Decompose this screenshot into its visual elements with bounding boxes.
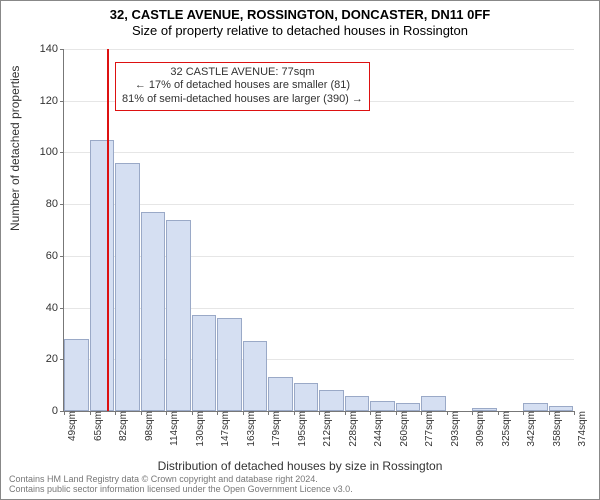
histogram-bar [90,140,115,412]
page-title-line1: 32, CASTLE AVENUE, ROSSINGTON, DONCASTER… [1,7,599,22]
histogram-bar [421,396,446,412]
footer-line1: Contains HM Land Registry data © Crown c… [9,474,318,484]
page-title-line2: Size of property relative to detached ho… [1,23,599,38]
footer-attribution: Contains HM Land Registry data © Crown c… [9,475,591,495]
histogram-bar [243,341,268,411]
xtick-label: 98sqm [142,411,155,441]
gridline [64,49,574,50]
xtick-label: 325sqm [499,411,512,447]
histogram-bar [294,383,319,411]
xtick-label: 49sqm [65,411,78,441]
histogram-bar [64,339,89,411]
histogram-bar [115,163,140,411]
histogram-bar [370,401,395,411]
ytick-label: 0 [52,405,64,417]
xtick-label: 179sqm [269,411,282,447]
xtick-label: 212sqm [320,411,333,447]
reference-line [107,49,109,411]
plot-area: 02040608010012014049sqm65sqm82sqm98sqm11… [63,49,574,412]
xtick-label: 358sqm [550,411,563,447]
xtick-label: 147sqm [218,411,231,447]
xtick-label: 374sqm [575,411,588,447]
gridline [64,152,574,153]
histogram-bar [166,220,191,411]
ytick-label: 120 [40,95,64,107]
gridline [64,204,574,205]
histogram-bar [319,390,344,411]
xtick-label: 244sqm [371,411,384,447]
xtick-label: 65sqm [91,411,104,441]
histogram-bar [268,377,293,411]
footer-line2: Contains public sector information licen… [9,484,353,494]
chart-container: 32, CASTLE AVENUE, ROSSINGTON, DONCASTER… [0,0,600,500]
histogram-bar [345,396,370,412]
x-axis-label: Distribution of detached houses by size … [1,459,599,473]
xtick-label: 309sqm [473,411,486,447]
ytick-label: 140 [40,43,64,55]
y-axis-label: Number of detached properties [8,66,22,231]
ytick-label: 100 [40,146,64,158]
xtick-label: 293sqm [448,411,461,447]
histogram-bar [523,403,548,411]
xtick-label: 163sqm [244,411,257,447]
xtick-label: 260sqm [397,411,410,447]
xtick-label: 114sqm [167,411,180,446]
ytick-label: 20 [46,353,64,365]
histogram-bar [396,403,421,411]
ytick-label: 60 [46,250,64,262]
xtick-label: 195sqm [295,411,308,447]
xtick-label: 228sqm [346,411,359,447]
histogram-bar [141,212,166,411]
xtick-label: 277sqm [422,411,435,447]
xtick-label: 130sqm [193,411,206,447]
xtick-label: 82sqm [116,411,129,441]
ytick-label: 80 [46,198,64,210]
annotation-box: 32 CASTLE AVENUE: 77sqm← 17% of detached… [115,62,370,111]
histogram-bar [192,315,217,411]
histogram-bar [549,406,574,411]
histogram-bar [472,408,497,411]
xtick-label: 342sqm [524,411,537,447]
ytick-label: 40 [46,302,64,314]
histogram-bar [217,318,242,411]
